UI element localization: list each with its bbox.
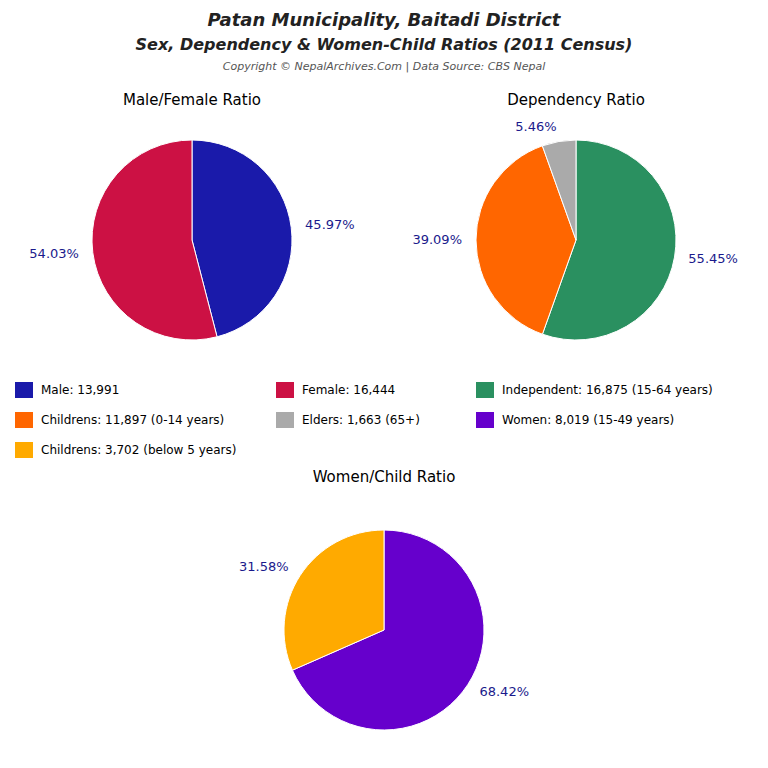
pie: 45.97% 54.03%	[29, 140, 354, 340]
legend-label: Women: 8,019 (15-49 years)	[502, 413, 674, 427]
legend-swatch	[15, 412, 33, 428]
pie: 68.42% 31.58%	[239, 530, 529, 730]
legend-label: Childrens: 3,702 (below 5 years)	[41, 443, 236, 457]
legend: Male: 13,991 Female: 16,444 Independent: 1…	[15, 382, 713, 458]
data-label: 55.45%	[688, 251, 738, 266]
data-label: 39.09%	[412, 232, 462, 247]
data-label: 68.42%	[479, 684, 529, 699]
pie-slice	[542, 140, 576, 240]
legend-swatch	[15, 442, 33, 458]
pie-title: Male/Female Ratio	[123, 91, 261, 109]
title: Patan Municipality, Baitadi District	[208, 9, 562, 30]
pie-title: Women/Child Ratio	[313, 468, 456, 486]
pie-slice	[284, 530, 384, 670]
legend-label: Female: 16,444	[302, 383, 395, 397]
legend-swatch	[476, 412, 494, 428]
legend-swatch	[15, 382, 33, 398]
data-label: 45.97%	[305, 217, 355, 232]
data-label: 5.46%	[515, 119, 556, 134]
legend-label: Elders: 1,663 (65+)	[302, 413, 420, 427]
legend-label: Male: 13,991	[41, 383, 119, 397]
chart: Patan Municipality, Baitadi District Sex,…	[0, 0, 768, 768]
pie-title: Dependency Ratio	[507, 91, 645, 109]
legend-label: Independent: 16,875 (15-64 years)	[502, 383, 713, 397]
data-label: 31.58%	[239, 559, 289, 574]
legend-label: Childrens: 11,897 (0-14 years)	[41, 413, 224, 427]
legend-swatch	[476, 382, 494, 398]
legend-swatch	[276, 412, 294, 428]
subtitle: Sex, Dependency & Women-Child Ratios (20…	[136, 35, 633, 54]
pie-slice	[92, 140, 217, 340]
data-label: 54.03%	[29, 246, 79, 261]
annotation: Copyright © NepalArchives.Com | Data Sou…	[223, 60, 545, 73]
pie: 55.45% 39.09% 5.46%	[412, 119, 737, 340]
legend-swatch	[276, 382, 294, 398]
